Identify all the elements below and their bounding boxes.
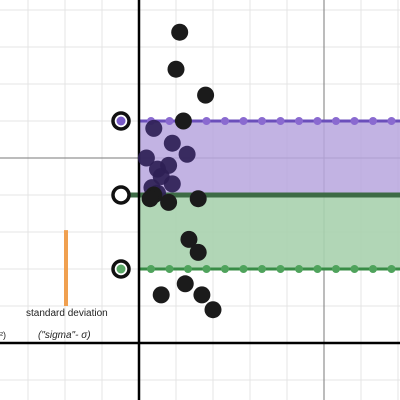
sd-bands — [121, 117, 400, 273]
lower-line-dot — [369, 265, 377, 273]
truncated-label: ²) — [0, 330, 6, 340]
data-point — [176, 275, 194, 293]
data-point — [137, 149, 155, 167]
lower-line-dot — [387, 265, 396, 273]
data-point — [160, 193, 178, 211]
upper-line-dot — [387, 117, 396, 125]
lower-line-dot — [165, 265, 174, 273]
upper-line-dot — [221, 117, 229, 125]
upper-line-dot — [369, 117, 377, 125]
upper-line-dot — [295, 117, 303, 125]
data-points — [137, 23, 222, 319]
lower-line-dot — [202, 265, 211, 273]
data-point — [145, 119, 163, 137]
lower-line-dot — [332, 265, 340, 273]
upper-line-dot — [202, 117, 211, 125]
lower-line-dot — [350, 265, 359, 273]
upper-line-dot — [313, 117, 322, 125]
lower-line-dot — [239, 265, 248, 273]
standard-deviation-label: standard deviation — [26, 308, 108, 319]
data-point — [197, 86, 215, 104]
lower-line-dot — [313, 265, 322, 273]
lower-sd-band — [139, 195, 400, 269]
drag-handles[interactable] — [111, 111, 131, 279]
data-point — [180, 230, 198, 248]
upper-line-dot — [276, 117, 285, 125]
lower-line-dot — [147, 265, 155, 273]
upper-sd-handle-core[interactable] — [116, 116, 126, 126]
lower-line-dot — [295, 265, 303, 273]
data-point — [163, 134, 181, 152]
mean-handle[interactable] — [111, 185, 131, 205]
data-point — [178, 145, 196, 163]
upper-line-dot — [258, 117, 266, 125]
data-point — [193, 286, 211, 304]
lower-sd-handle-core[interactable] — [116, 264, 126, 274]
upper-line-dot — [332, 117, 340, 125]
lower-line-dot — [184, 265, 192, 273]
data-point — [204, 301, 222, 319]
upper-line-dot — [350, 117, 359, 125]
data-point — [189, 243, 207, 261]
upper-line-dot — [165, 117, 174, 125]
lower-line-dot — [258, 265, 266, 273]
lower-line-dot — [221, 265, 229, 273]
data-point — [163, 175, 181, 193]
data-point — [141, 190, 159, 208]
data-point — [174, 112, 192, 130]
data-point — [152, 286, 170, 304]
data-point — [189, 190, 207, 208]
data-point — [167, 60, 185, 78]
data-point — [171, 23, 189, 41]
upper-line-dot — [239, 117, 248, 125]
lower-line-dot — [276, 265, 285, 273]
sigma-label: ("sigma"- σ) — [38, 330, 91, 341]
